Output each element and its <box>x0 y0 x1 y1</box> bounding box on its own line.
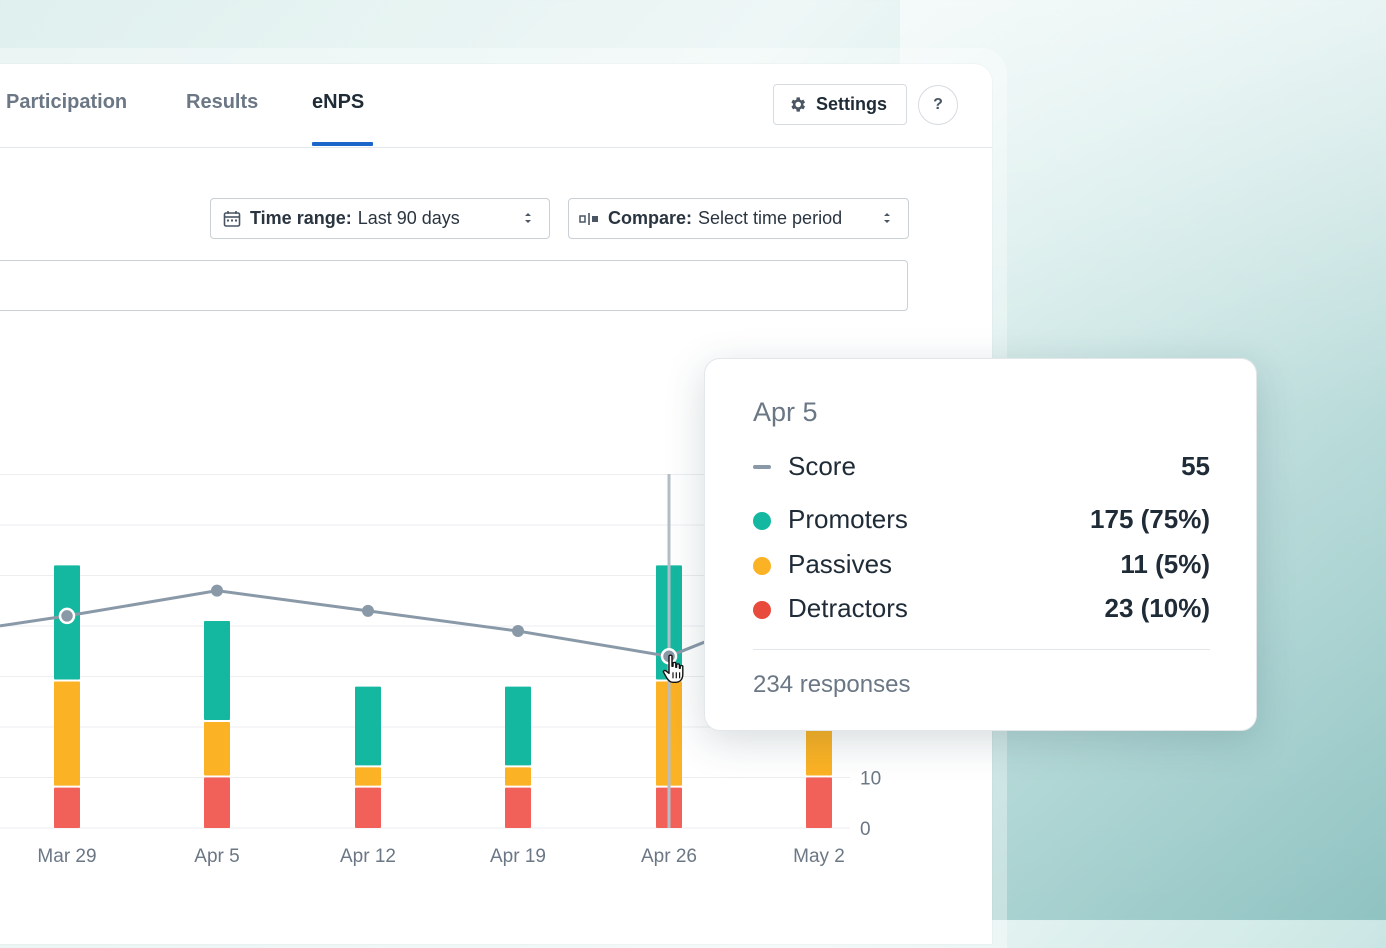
tooltip-passives-value: 11 (5%) <box>1120 549 1210 579</box>
x-tick-label: Apr 26 <box>641 846 697 867</box>
settings-label: Settings <box>816 94 888 114</box>
bar-promoters <box>355 686 381 766</box>
tooltip-promoters-value: 175 (75%) <box>1090 504 1210 534</box>
y-tick-label: 0 <box>860 819 871 840</box>
bar-passives <box>806 727 832 776</box>
time-range-select[interactable]: Time range: Last 90 days <box>210 198 550 239</box>
bar-detractors <box>806 777 832 828</box>
hand-cursor-icon <box>662 654 684 683</box>
compare-value: Select time period <box>698 208 843 228</box>
tooltip-responses: 234 responses <box>753 671 911 698</box>
tab-bar: Participation Results eNPS Settings ? <box>0 64 992 148</box>
tab-enps[interactable]: eNPS <box>312 91 365 113</box>
score-point <box>211 584 223 597</box>
tooltip-row-detractors: Detractors 23 (10%) <box>753 593 1210 627</box>
x-tick-label: Apr 12 <box>340 846 396 867</box>
select-arrows-icon <box>525 213 531 223</box>
score-line <box>0 589 710 658</box>
score-point <box>512 625 524 638</box>
score-line-legend-icon <box>753 465 771 469</box>
tooltip-date: Apr 5 <box>753 397 818 427</box>
tab-results[interactable]: Results <box>186 91 259 113</box>
detractors-dot-icon <box>753 601 771 619</box>
help-button[interactable]: ? <box>918 85 958 125</box>
bar-promoters <box>204 620 230 720</box>
time-range-value: Last 90 days <box>357 208 460 228</box>
tooltip-row-passives: Passives 11 (5%) <box>753 549 1210 583</box>
select-arrows-icon <box>884 213 890 223</box>
compare-select[interactable]: Compare: Select time period <box>568 198 909 239</box>
x-tick-label: May 2 <box>793 846 845 867</box>
bar-detractors <box>355 787 381 828</box>
tooltip-row-promoters: Promoters 175 (75%) <box>753 504 1210 538</box>
active-tab-indicator <box>312 142 373 146</box>
promoters-dot-icon <box>753 512 771 530</box>
passives-dot-icon <box>753 557 771 575</box>
time-range-label: Time range: <box>250 208 352 228</box>
bar-passives <box>505 767 531 786</box>
tab-participation[interactable]: Participation <box>6 91 128 113</box>
tooltip-score-label: Score <box>788 451 856 481</box>
compare-icon <box>579 212 598 225</box>
bar-passives <box>355 767 381 786</box>
tooltip-score-value: 55 <box>1181 451 1210 481</box>
enps-chart: Mar 29 Apr 5 Apr 12 Apr 19 Apr 26 May 2 0 10 <box>0 474 881 867</box>
compare-label: Compare: <box>608 208 693 228</box>
x-tick-label: Mar 29 <box>37 846 96 867</box>
x-tick-label: Apr 5 <box>194 846 239 867</box>
chart-tooltip: Apr 5 Score 55 Promoters 175 (75%) Passi… <box>704 358 1257 731</box>
bar-promoters <box>505 686 531 766</box>
score-point <box>362 604 374 617</box>
tooltip-divider <box>753 649 1210 650</box>
settings-button[interactable]: Settings <box>773 84 907 125</box>
bar-detractors <box>54 787 80 828</box>
bar-detractors <box>505 787 531 828</box>
filter-input[interactable] <box>0 260 908 311</box>
tooltip-passives-label: Passives <box>788 549 893 579</box>
gear-icon <box>791 97 806 112</box>
bar-passives <box>54 681 80 786</box>
bar-passives <box>204 721 230 776</box>
tooltip-promoters-label: Promoters <box>788 504 908 534</box>
x-tick-label: Apr 19 <box>490 846 546 867</box>
y-tick-label: 10 <box>860 769 881 790</box>
tooltip-detractors-value: 23 (10%) <box>1104 593 1211 623</box>
calendar-icon <box>223 210 241 227</box>
bar-detractors <box>204 777 230 828</box>
score-point <box>58 607 76 625</box>
tooltip-row-score: Score 55 <box>753 451 1210 485</box>
tooltip-detractors-label: Detractors <box>788 593 908 623</box>
